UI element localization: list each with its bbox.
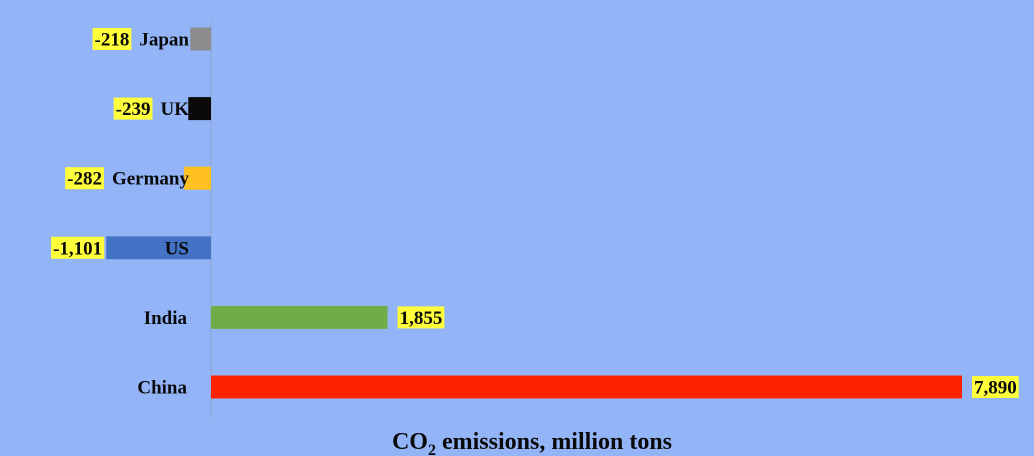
data-label-germany: -282 [67, 169, 102, 190]
category-label-uk: UK [161, 99, 190, 120]
category-label-us: US [165, 238, 189, 259]
chart-title-rest: emissions, million tons [436, 429, 672, 455]
bar-uk [188, 97, 211, 121]
category-label-india: India [144, 308, 188, 329]
bar-marks: Japan -218 UK -239 Germany -282 US -1,101 India 1… [51, 27, 1019, 399]
chart-title-subscript: 2 [428, 442, 436, 456]
bar-india [211, 305, 388, 329]
category-label-germany: Germany [112, 169, 190, 190]
data-label-japan: -218 [95, 30, 130, 51]
data-label-india: 1,855 [400, 308, 443, 329]
data-label-bg-japan [92, 28, 132, 50]
chart-title-main: CO [392, 429, 428, 455]
chart-title: CO2 emissions, million tons [392, 429, 672, 456]
bar-china [211, 375, 962, 399]
data-label-bg-germany [65, 167, 104, 190]
data-label-bg-uk [113, 97, 153, 120]
bar-japan [190, 27, 211, 51]
data-label-uk: -239 [116, 99, 151, 120]
data-label-bg-us [51, 236, 105, 259]
bar-germany [184, 166, 211, 190]
data-label-china: 7,890 [974, 378, 1017, 399]
data-label-bg-india [397, 306, 445, 329]
category-label-china: China [137, 378, 187, 399]
bar-us [106, 236, 211, 260]
category-label-japan: Japan [139, 30, 189, 51]
data-label-bg-china [972, 376, 1019, 398]
data-label-us: -1,101 [53, 238, 102, 259]
